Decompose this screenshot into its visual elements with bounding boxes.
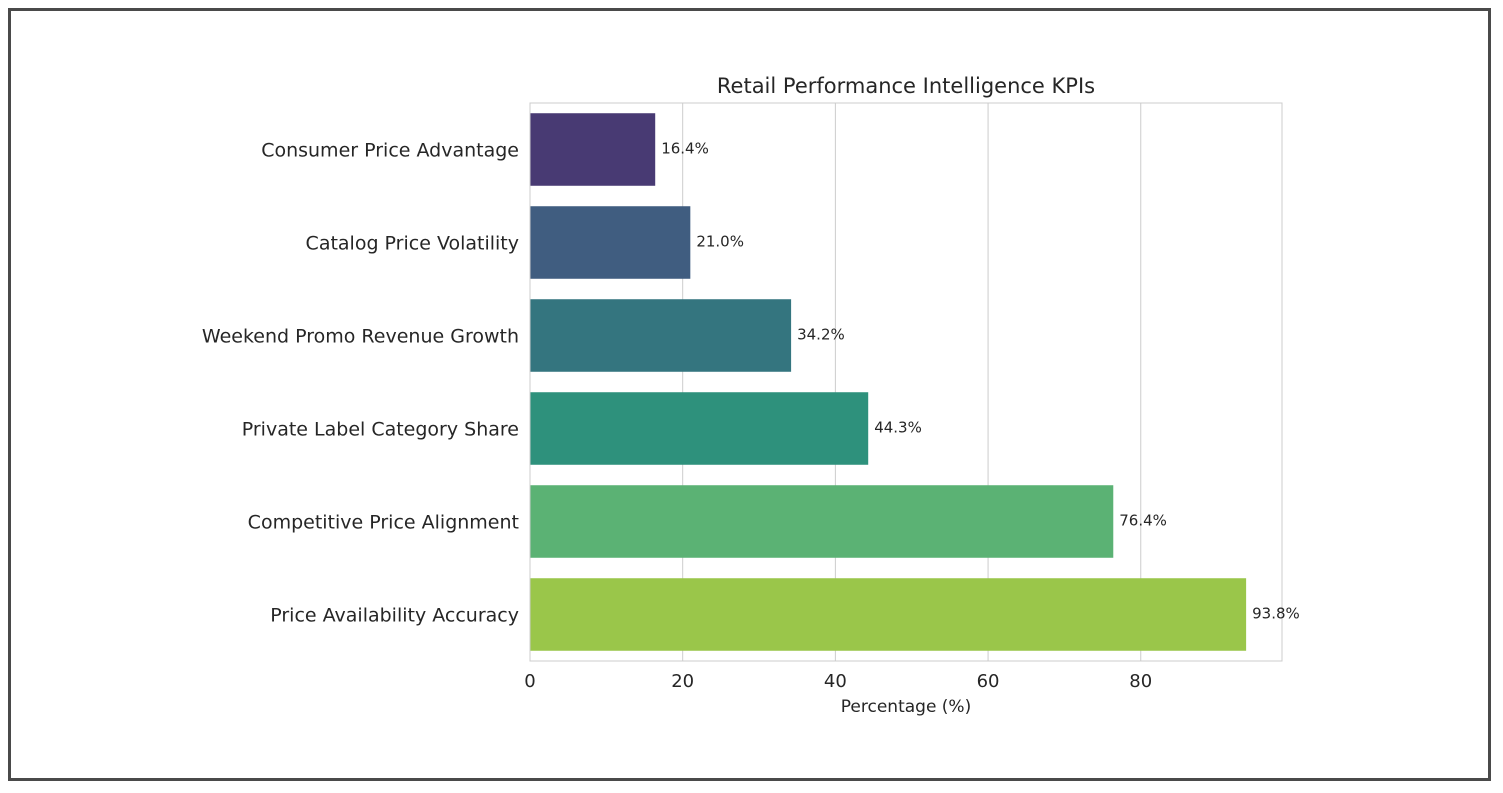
bar-2 [530, 206, 691, 279]
bars [530, 113, 1247, 651]
bar-4 [530, 392, 869, 465]
value-label: 44.3% [874, 419, 922, 437]
x-tick-label: 0 [524, 671, 535, 692]
category-label: Catalog Price Volatility [306, 233, 519, 255]
category-label: Competitive Price Alignment [248, 512, 519, 534]
value-labels: 16.4% 21.0% 34.2% 44.3% 76.4% 93.8% [661, 140, 1300, 623]
x-axis-label: Percentage (%) [841, 697, 971, 717]
bar-1 [530, 113, 656, 186]
bar-5 [530, 485, 1114, 558]
grid-lines [682, 103, 1142, 661]
category-label: Consumer Price Advantage [261, 140, 519, 162]
bar-3 [530, 299, 792, 372]
category-labels: Consumer Price Advantage Catalog Price Vo… [202, 140, 519, 627]
category-label: Price Availability Accuracy [270, 605, 519, 627]
x-tick-label: 80 [1129, 671, 1152, 692]
category-label: Weekend Promo Revenue Growth [202, 326, 519, 348]
x-tick-label: 60 [977, 671, 1000, 692]
plot-border [529, 102, 1283, 662]
value-label: 76.4% [1119, 512, 1167, 530]
chart-title: Retail Performance Intelligence KPIs [717, 74, 1095, 98]
value-label: 93.8% [1252, 605, 1300, 623]
bar-6 [530, 578, 1247, 651]
x-tick-label: 40 [824, 671, 847, 692]
value-label: 34.2% [797, 326, 845, 344]
x-tick-labels: 0 20 40 60 80 [524, 671, 1152, 692]
category-label: Private Label Category Share [242, 419, 519, 441]
x-tick-label: 20 [671, 671, 694, 692]
value-label: 16.4% [661, 140, 709, 158]
value-label: 21.0% [696, 233, 744, 251]
